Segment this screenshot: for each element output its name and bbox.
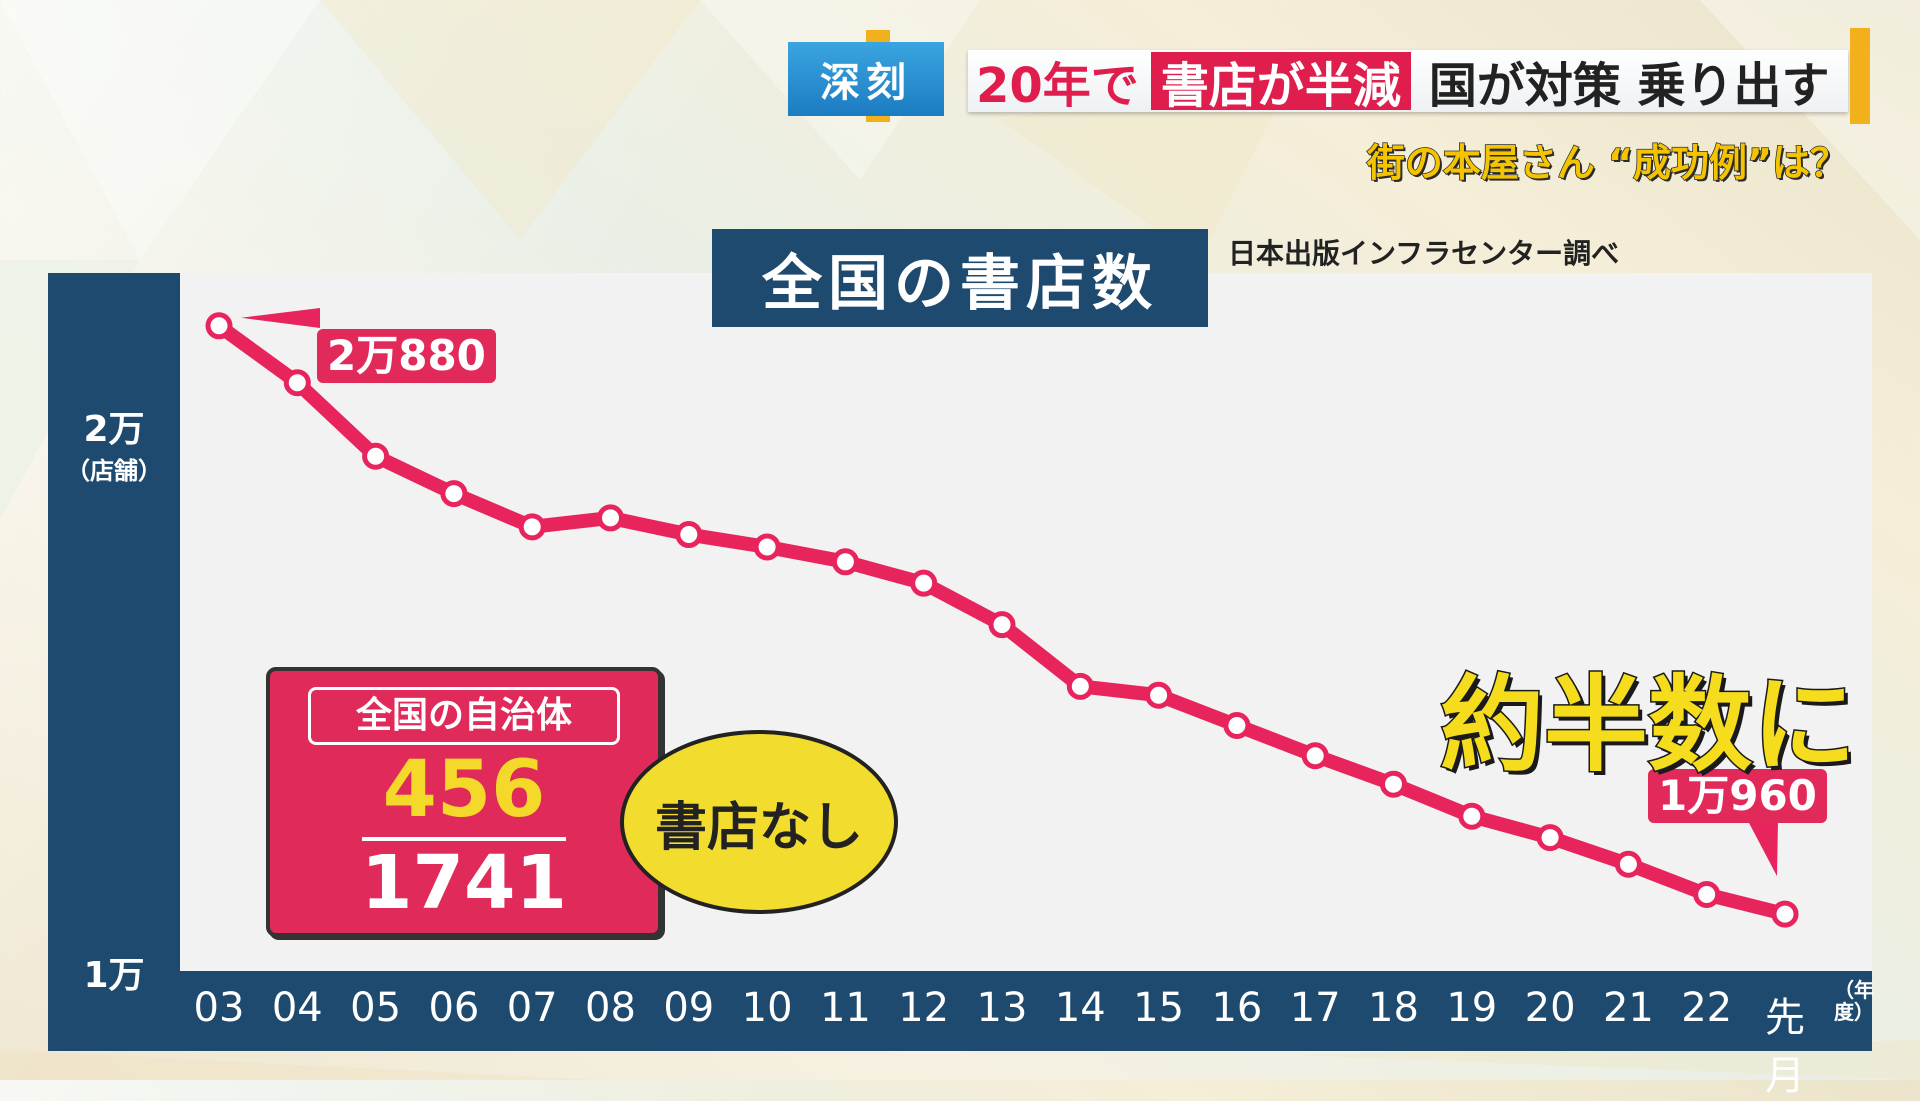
headline-banner: 深刻 20年で 書店が半減 国が対策 乗り出す (788, 28, 1870, 124)
headline-annotation: 約半数に (1438, 663, 1857, 788)
y-axis-band (48, 273, 180, 1051)
data-point-12 (910, 569, 938, 597)
data-point-21 (1614, 850, 1642, 878)
municipality-denominator: 1741 (361, 840, 567, 926)
x-tick-label-03: 03 (193, 985, 245, 1031)
first-callout-pointer (241, 308, 320, 328)
data-point-08 (597, 504, 624, 532)
y-tick-label-20000: 2万 (83, 409, 145, 450)
data-point-16 (1223, 711, 1251, 739)
x-tick-label-07: 07 (506, 985, 558, 1031)
data-point-09 (675, 521, 703, 549)
data-point-15 (1145, 681, 1173, 709)
x-tick-label-先月: 先月 (1765, 995, 1805, 1099)
x-tick-label-20: 20 (1524, 985, 1576, 1031)
headline-part1: 20年で (976, 58, 1139, 114)
last-value-callout: 1万960 (1648, 769, 1827, 823)
x-axis-band (48, 971, 1872, 1051)
data-point-10 (753, 533, 781, 561)
headline-text: 20年で 書店が半減 国が対策 乗り出す (970, 50, 1830, 114)
x-tick-label-08: 08 (585, 985, 636, 1031)
data-point-04 (283, 369, 311, 397)
x-tick-label-13: 13 (976, 985, 1028, 1031)
municipality-box: 全国の自治体 456 1741 (266, 667, 662, 937)
data-point-07 (518, 513, 546, 541)
headline-part2: 国が対策 乗り出す (1428, 58, 1830, 114)
last-callout-pointer (1748, 821, 1778, 877)
x-tick-label-16: 16 (1211, 985, 1263, 1031)
line-plot (205, 308, 1799, 928)
x-tick-label-05: 05 (350, 985, 402, 1031)
x-tick-label-19: 19 (1446, 985, 1498, 1031)
fraction-line (362, 837, 566, 841)
x-tick-label-14: 14 (1054, 985, 1106, 1031)
municipality-numerator: 456 (382, 745, 546, 835)
data-point-20 (1536, 824, 1564, 852)
source-note: 日本出版インフラセンター調べ (1228, 237, 1620, 270)
y-tick-label-10000: 1万 (83, 955, 145, 996)
data-point-先月 (1771, 900, 1799, 928)
headline-gold-accent-right (1850, 28, 1870, 124)
data-point-18 (1380, 770, 1407, 798)
data-point-03 (205, 312, 233, 340)
x-tick-label-04: 04 (271, 985, 323, 1031)
x-tick-label-17: 17 (1289, 985, 1341, 1031)
x-tick-label-21: 21 (1602, 985, 1654, 1031)
x-tick-label-06: 06 (428, 985, 480, 1031)
x-tick-label-10: 10 (741, 985, 793, 1031)
chart-title: 全国の書店数 (712, 229, 1208, 327)
data-point-13 (988, 611, 1016, 639)
x-tick-label-11: 11 (819, 985, 871, 1031)
data-point-14 (1066, 672, 1094, 700)
data-point-11 (831, 548, 859, 576)
data-point-05 (362, 442, 390, 470)
y-axis-unit: （店舗） (66, 457, 162, 485)
subheadline: 街の本屋さん “成功例”は？ (1366, 140, 1849, 186)
data-point-06 (440, 480, 468, 508)
headline-tag: 深刻 (788, 42, 944, 116)
x-tick-label-18: 18 (1368, 985, 1419, 1031)
first-value-callout: 2万880 (317, 329, 496, 383)
x-tick-label-09: 09 (663, 985, 715, 1031)
data-point-17 (1301, 742, 1329, 770)
data-point-22 (1693, 880, 1721, 908)
x-tick-label-15: 15 (1133, 985, 1185, 1031)
x-tick-label-12: 12 (898, 985, 950, 1031)
municipality-label: 全国の自治体 (308, 687, 620, 745)
headline-highlight: 書店が半減 (1150, 52, 1411, 114)
data-point-19 (1458, 802, 1486, 830)
x-axis-unit: （年度） (1834, 978, 1874, 1024)
no-bookstore-bubble: 書店なし (620, 730, 898, 914)
x-tick-label-22: 22 (1681, 985, 1733, 1031)
